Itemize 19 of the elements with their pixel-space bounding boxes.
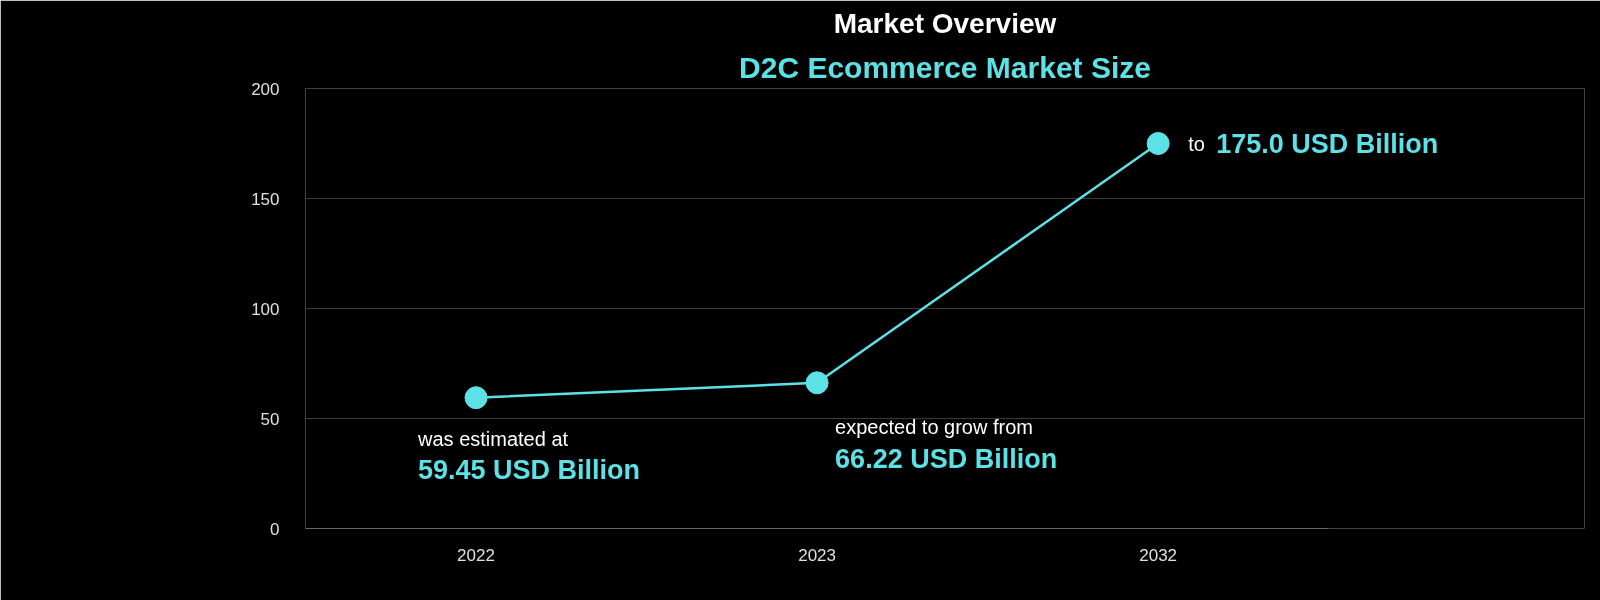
point — [464, 386, 488, 410]
annotation: was estimated at — [417, 427, 569, 450]
annotation: to — [1188, 132, 1205, 155]
point — [1146, 132, 1170, 155]
x-tick-label: 2032 — [1139, 545, 1178, 565]
y-tick-label: 0 — [270, 519, 280, 539]
y-tick-label: 50 — [260, 409, 280, 429]
y-tick-label: 100 — [251, 299, 280, 319]
x-tick-label: 2023 — [798, 545, 837, 565]
chart-subtitle: D2C Ecommerce Market Size — [739, 50, 1151, 84]
y-tick-label: 200 — [251, 79, 280, 99]
data-label: 175.0 USD Billion — [1216, 128, 1439, 159]
x-tick-label: 2022 — [457, 545, 495, 565]
point — [805, 371, 829, 395]
chart-title: Market Overview — [833, 7, 1057, 39]
data-label: 59.45 USD Billion — [418, 454, 641, 485]
y-tick-label: 150 — [251, 189, 280, 209]
annotation: expected to grow from — [835, 415, 1033, 438]
data-label: 66.22 USD Billion — [835, 443, 1058, 474]
